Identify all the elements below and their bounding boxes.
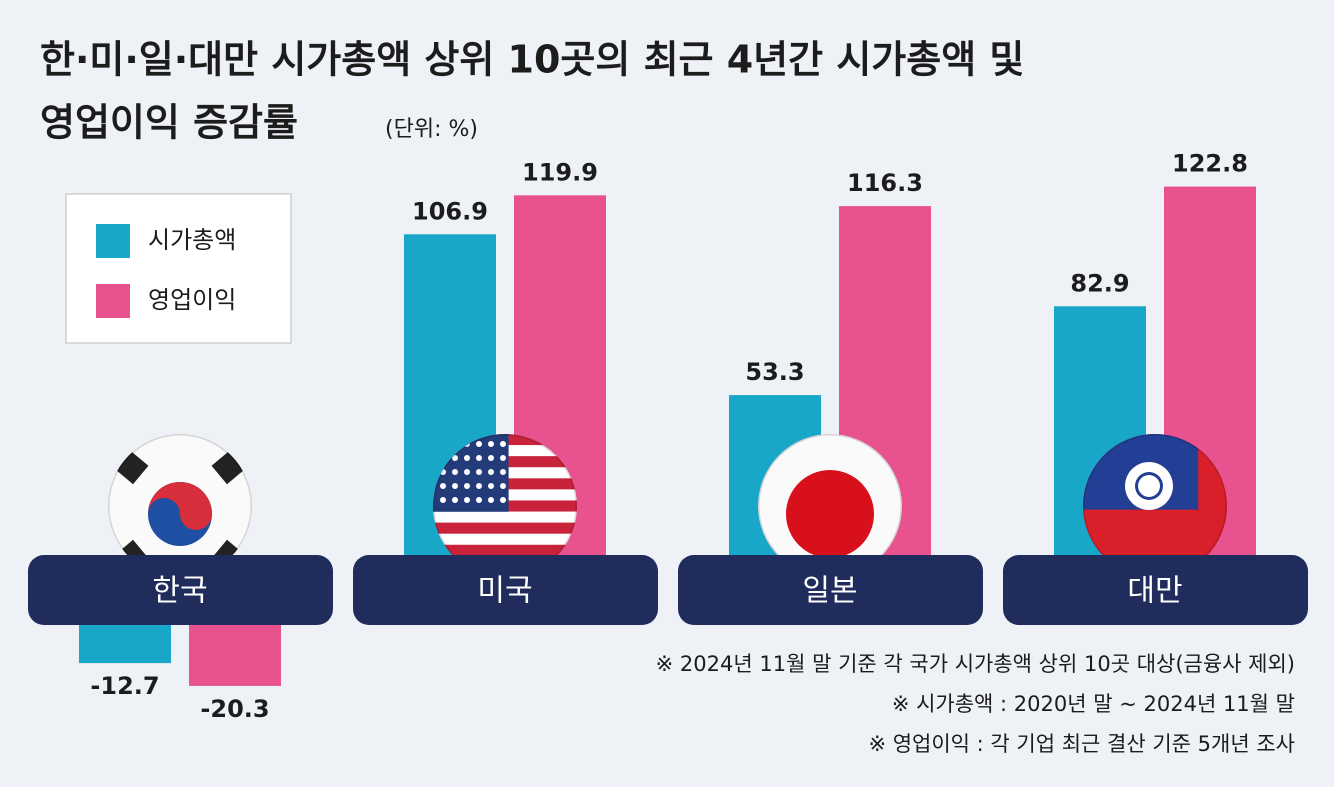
- x-tick-label: 한국: [152, 574, 207, 609]
- value-label: 53.3: [745, 358, 804, 386]
- footnote: ※ 시가총액 : 2020년 말 ~ 2024년 11월 말: [892, 692, 1295, 716]
- star: [488, 483, 494, 489]
- footnote: ※ 2024년 11월 말 기준 각 국가 시가총액 상위 10곳 대상(금융사…: [656, 652, 1295, 676]
- category-band: [678, 555, 983, 625]
- star: [464, 483, 470, 489]
- sun-core: [1138, 475, 1160, 497]
- star: [452, 483, 458, 489]
- value-label: 116.3: [847, 169, 923, 197]
- taegeuk-red: [148, 482, 212, 530]
- star: [452, 455, 458, 461]
- value-label: -20.3: [200, 695, 269, 723]
- legend-box: [65, 193, 292, 344]
- star: [476, 483, 482, 489]
- star: [500, 455, 506, 461]
- star: [488, 497, 494, 503]
- star: [476, 455, 482, 461]
- star: [464, 455, 470, 461]
- star: [488, 441, 494, 447]
- star: [476, 441, 482, 447]
- flag: [108, 434, 252, 578]
- x-tick-label: 미국: [477, 574, 532, 609]
- x-tick-label: 일본: [802, 574, 857, 609]
- star: [440, 483, 446, 489]
- stripe: [433, 522, 577, 535]
- legend-label: 영업이익: [148, 286, 236, 314]
- legend-label: 시가총액: [148, 226, 236, 254]
- value-label: 106.9: [412, 197, 488, 225]
- star: [476, 469, 482, 475]
- category-band: [353, 555, 658, 625]
- footnote: ※ 영업이익 : 각 기업 최근 결산 기준 5개년 조사: [868, 732, 1295, 756]
- legend-swatch: [96, 284, 130, 318]
- value-label: 122.8: [1172, 150, 1248, 178]
- value-label: -12.7: [90, 672, 159, 700]
- stripe: [433, 544, 577, 557]
- star: [464, 469, 470, 475]
- legend-swatch: [96, 224, 130, 258]
- star: [464, 497, 470, 503]
- bar: [189, 625, 281, 686]
- star: [500, 497, 506, 503]
- category-band: [1003, 555, 1308, 625]
- star: [452, 497, 458, 503]
- stripe: [433, 511, 577, 524]
- star: [488, 469, 494, 475]
- x-tick-label: 대만: [1127, 574, 1182, 609]
- stripe: [433, 533, 577, 546]
- category-band: [28, 555, 333, 625]
- star: [500, 469, 506, 475]
- sun: [786, 470, 874, 558]
- flag: [758, 434, 902, 578]
- star: [476, 497, 482, 503]
- star: [440, 497, 446, 503]
- bar: [79, 625, 171, 664]
- chart-title: 영업이익 증감률: [40, 101, 298, 145]
- unit-label: (단위: %): [385, 117, 478, 142]
- star: [488, 455, 494, 461]
- value-label: 119.9: [522, 158, 598, 186]
- value-label: 82.9: [1070, 269, 1129, 297]
- star: [452, 469, 458, 475]
- chart-title: 한·미·일·대만 시가총액 상위 10곳의 최근 4년간 시가총액 및: [40, 38, 1024, 82]
- star: [500, 441, 506, 447]
- star: [500, 483, 506, 489]
